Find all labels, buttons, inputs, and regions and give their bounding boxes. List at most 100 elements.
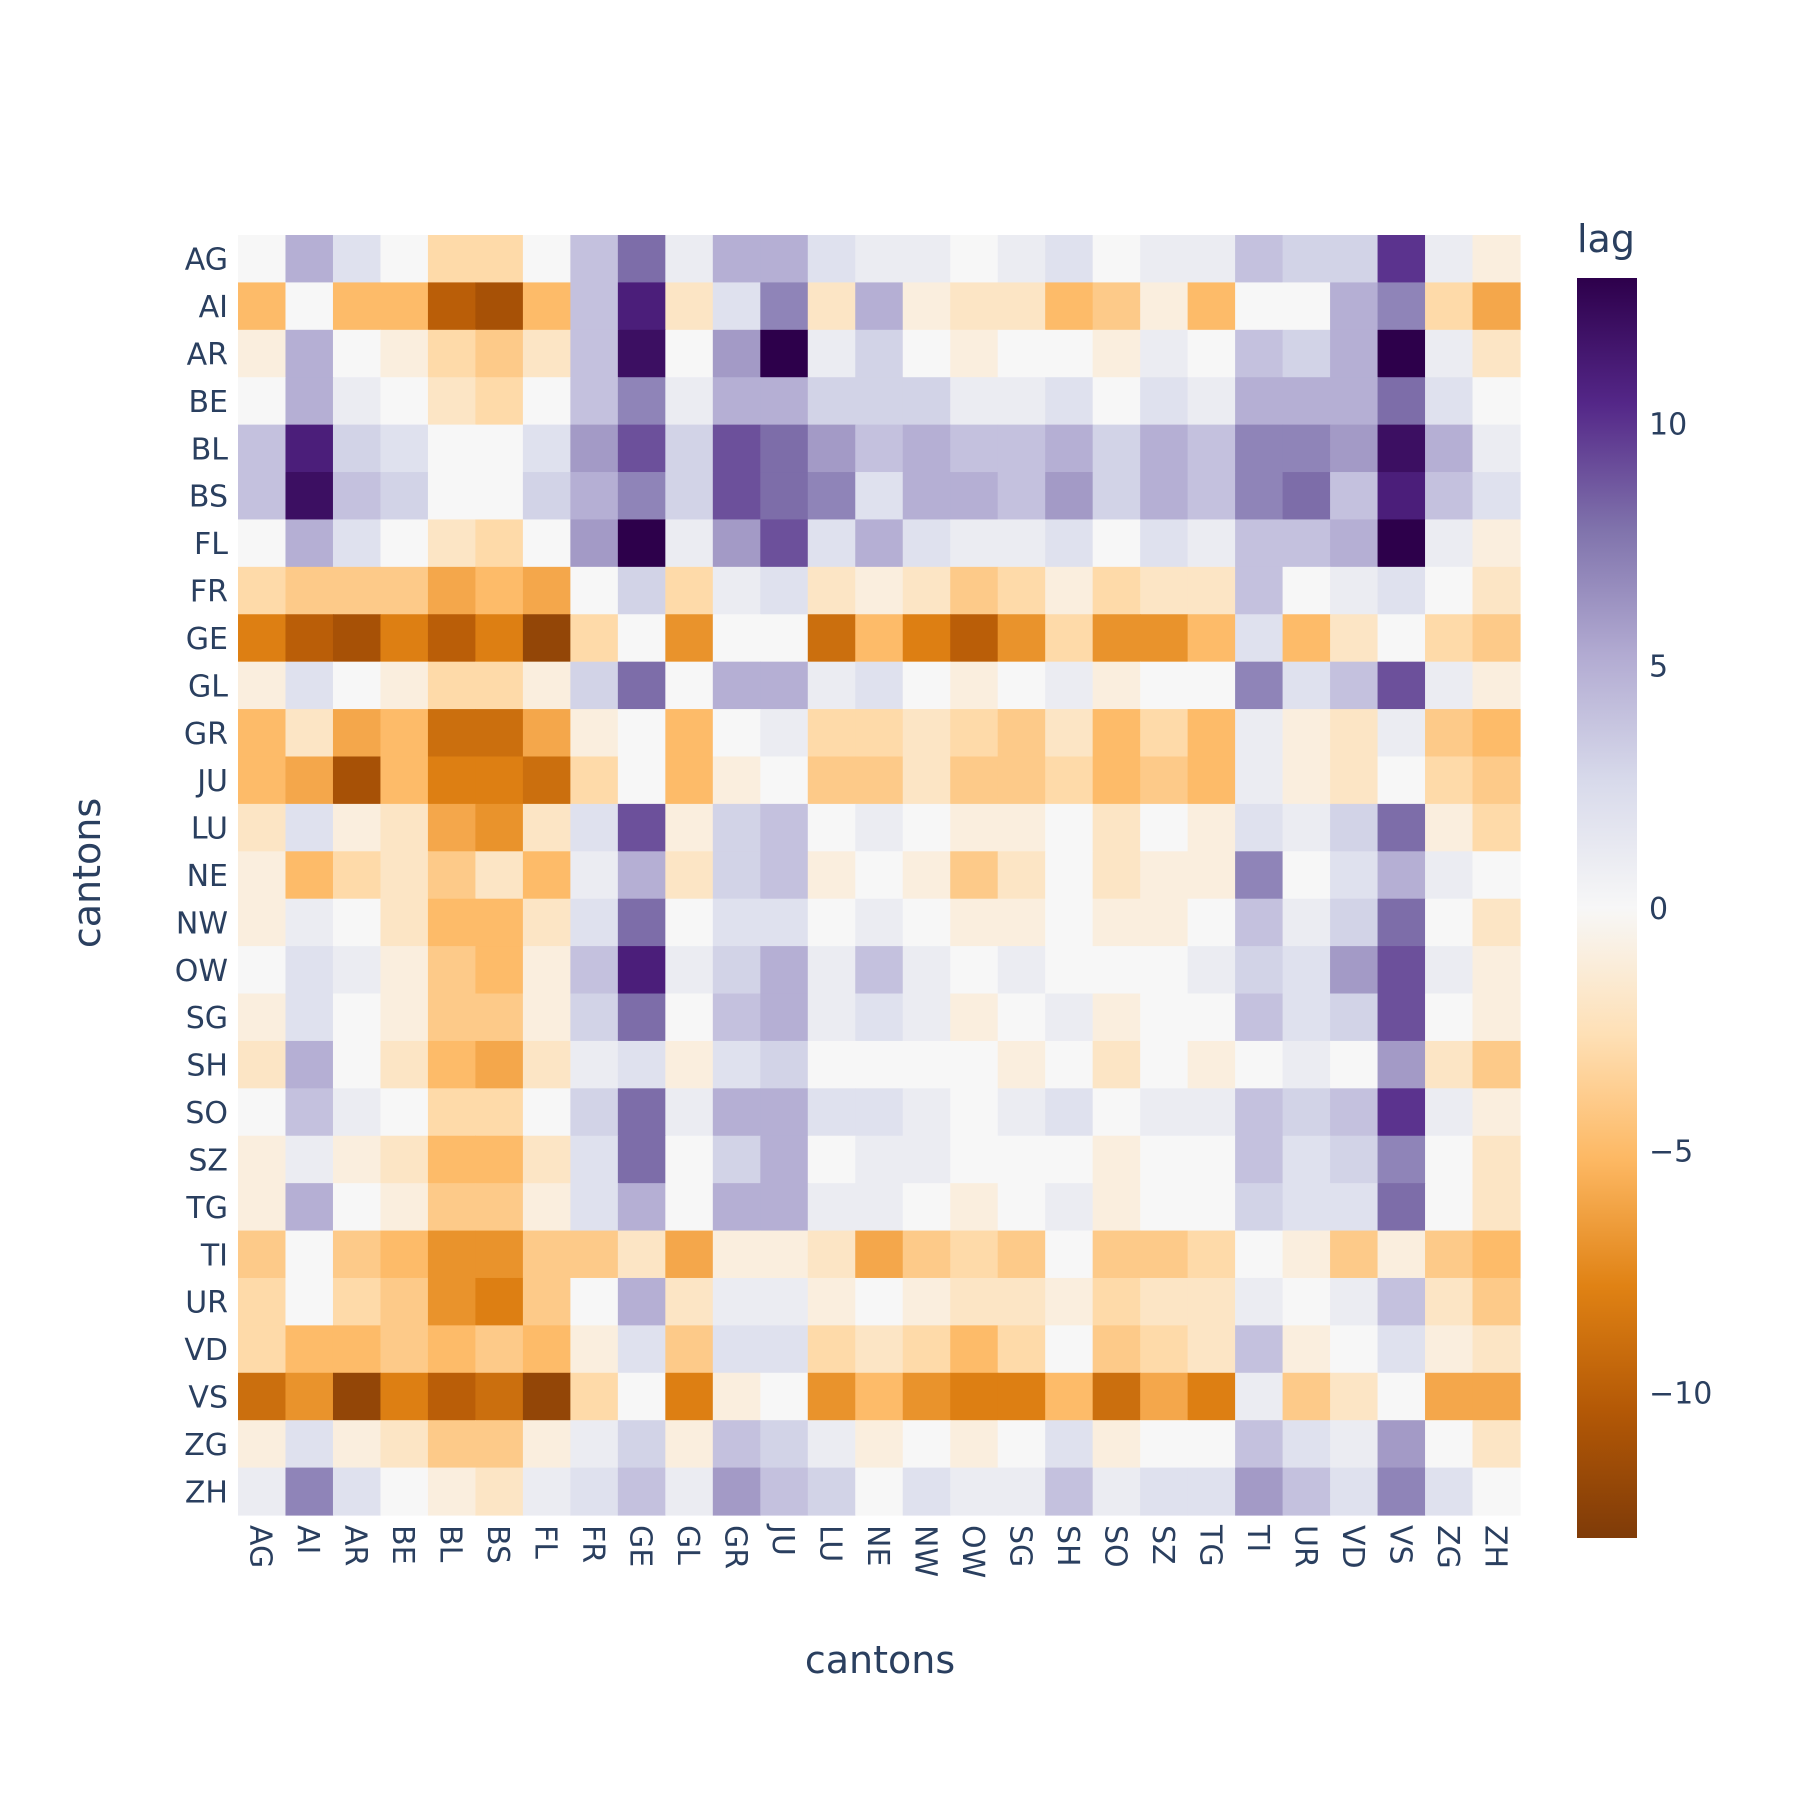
heatmap-cell-ZH-AG [238, 1467, 287, 1516]
heatmap-cell-BE-NW [902, 377, 951, 426]
heatmap-cell-OW-AR [332, 946, 382, 995]
heatmap-cell-UR-JU [760, 1277, 809, 1326]
heatmap-cell-SH-SG [997, 1040, 1046, 1089]
heatmap-cell-ZH-BL [427, 1467, 477, 1516]
y-tick-label: AR [187, 338, 228, 373]
heatmap-cell-ZH-LU [807, 1467, 856, 1516]
heatmap-cell-SH-SH [1045, 1040, 1094, 1089]
heatmap-cell-GL-LU [807, 661, 856, 710]
heatmap-cell-UR-AR [332, 1277, 382, 1326]
heatmap-cell-SZ-FR [570, 1135, 619, 1184]
heatmap-cell-UR-FR [570, 1277, 619, 1326]
heatmap-cell-FL-VD [1330, 519, 1379, 568]
heatmap-cell-SO-GL [665, 1088, 714, 1137]
heatmap-cell-NW-VD [1330, 898, 1379, 947]
heatmap-cell-GR-OW [950, 709, 999, 758]
heatmap-cell-SO-FR [570, 1088, 619, 1137]
heatmap-cell-AR-GE [617, 329, 666, 378]
heatmap-cell-ZH-AR [332, 1467, 382, 1516]
heatmap-cell-GR-BS [475, 709, 524, 758]
heatmap-cell-ZG-NW [902, 1420, 951, 1469]
heatmap-cell-FL-NW [902, 519, 951, 568]
heatmap-cell-BL-AG [238, 424, 287, 473]
heatmap-cell-GR-TG [1187, 709, 1236, 758]
heatmap-cell-FR-SH [1045, 566, 1094, 615]
heatmap-cell-GL-VS [1377, 661, 1426, 710]
heatmap-cell-BS-LU [807, 472, 856, 521]
heatmap-cell-SO-BL [427, 1088, 477, 1137]
heatmap-cell-AI-FL [522, 282, 571, 331]
heatmap-cell-GE-GL [665, 614, 714, 663]
heatmap-cell-SG-JU [760, 993, 809, 1042]
heatmap-cell-BL-GE [617, 424, 666, 473]
heatmap-cell-VD-NW [902, 1325, 951, 1374]
heatmap-cell-NW-AG [238, 898, 287, 947]
heatmap-cell-AG-GL [665, 235, 714, 284]
heatmap-cell-BS-BS [475, 472, 524, 521]
heatmap-cell-AG-UR [1282, 235, 1331, 284]
heatmap-cell-AR-GL [665, 329, 714, 378]
heatmap-cell-GE-UR [1282, 614, 1331, 663]
heatmap-cell-BS-SH [1045, 472, 1094, 521]
heatmap-cell-GL-SO [1092, 661, 1141, 710]
heatmap-cell-FR-GE [617, 566, 666, 615]
heatmap-cell-GL-UR [1282, 661, 1331, 710]
heatmap-cell-OW-VS [1377, 946, 1426, 995]
heatmap-cell-SO-SO [1092, 1088, 1141, 1137]
heatmap-cell-SH-LU [807, 1040, 856, 1089]
heatmap-cell-TG-GE [617, 1183, 666, 1232]
heatmap-cell-NW-NE [855, 898, 904, 947]
heatmap-cell-GL-GL [665, 661, 714, 710]
heatmap-cell-SO-JU [760, 1088, 809, 1137]
heatmap-cell-VS-ZH [1472, 1372, 1521, 1421]
x-tick-label: BL [433, 1525, 468, 1563]
heatmap-cell-VS-TG [1187, 1372, 1236, 1421]
heatmap-cell-AR-OW [950, 329, 999, 378]
heatmap-cell-AG-VD [1330, 235, 1379, 284]
heatmap-cell-ZG-SH [1045, 1420, 1094, 1469]
heatmap-cell-NW-JU [760, 898, 809, 947]
heatmap-cell-NE-FL [522, 851, 571, 900]
colorbar [1577, 278, 1637, 1538]
heatmap-cell-VD-GL [665, 1325, 714, 1374]
heatmap-cell-SG-BS [475, 993, 524, 1042]
heatmap-cell-GL-AG [238, 661, 287, 710]
heatmap-cell-NE-UR [1282, 851, 1331, 900]
heatmap-cell-VD-SH [1045, 1325, 1094, 1374]
heatmap-cell-FL-AR [332, 519, 382, 568]
heatmap-cell-FR-VS [1377, 566, 1426, 615]
x-tick-label: SO [1097, 1525, 1132, 1568]
heatmap-cell-LU-LU [807, 803, 856, 852]
heatmap-cell-GE-BS [475, 614, 524, 663]
heatmap-cell-UR-LU [807, 1277, 856, 1326]
heatmap-cell-SG-SG [997, 993, 1046, 1042]
heatmap-cell-GR-SO [1092, 709, 1141, 758]
heatmap-cell-AI-JU [760, 282, 809, 331]
heatmap-cell-BL-AR [332, 424, 382, 473]
x-tick-label: NW [907, 1525, 942, 1577]
heatmap-cell-ZG-AR [332, 1420, 382, 1469]
colorbar-tick-label: −5 [1649, 1134, 1693, 1169]
heatmap-cell-OW-SZ [1140, 946, 1189, 995]
heatmap-cell-AR-FR [570, 329, 619, 378]
y-tick-label: JU [195, 764, 228, 799]
heatmap-cell-LU-FL [522, 803, 571, 852]
heatmap-cell-LU-NE [855, 803, 904, 852]
x-tick-label: OW [955, 1525, 990, 1578]
heatmap-cell-BL-LU [807, 424, 856, 473]
heatmap-cell-GR-BE [380, 709, 429, 758]
heatmap-cell-VS-FR [570, 1372, 619, 1421]
heatmap-cell-NE-ZG [1425, 851, 1474, 900]
heatmap-cell-FR-NE [855, 566, 904, 615]
heatmap-cell-BL-NW [902, 424, 951, 473]
heatmap-cell-BL-SO [1092, 424, 1141, 473]
heatmap-cell-FR-LU [807, 566, 856, 615]
heatmap-cell-VS-GL [665, 1372, 714, 1421]
heatmap-cell-FL-TG [1187, 519, 1236, 568]
heatmap-cell-BS-ZH [1472, 472, 1521, 521]
heatmap-cell-GR-SH [1045, 709, 1094, 758]
heatmap-cell-SH-SO [1092, 1040, 1141, 1089]
heatmap-cell-UR-VD [1330, 1277, 1379, 1326]
heatmap-cell-ZH-BS [475, 1467, 524, 1516]
heatmap-cell-NE-BE [380, 851, 429, 900]
